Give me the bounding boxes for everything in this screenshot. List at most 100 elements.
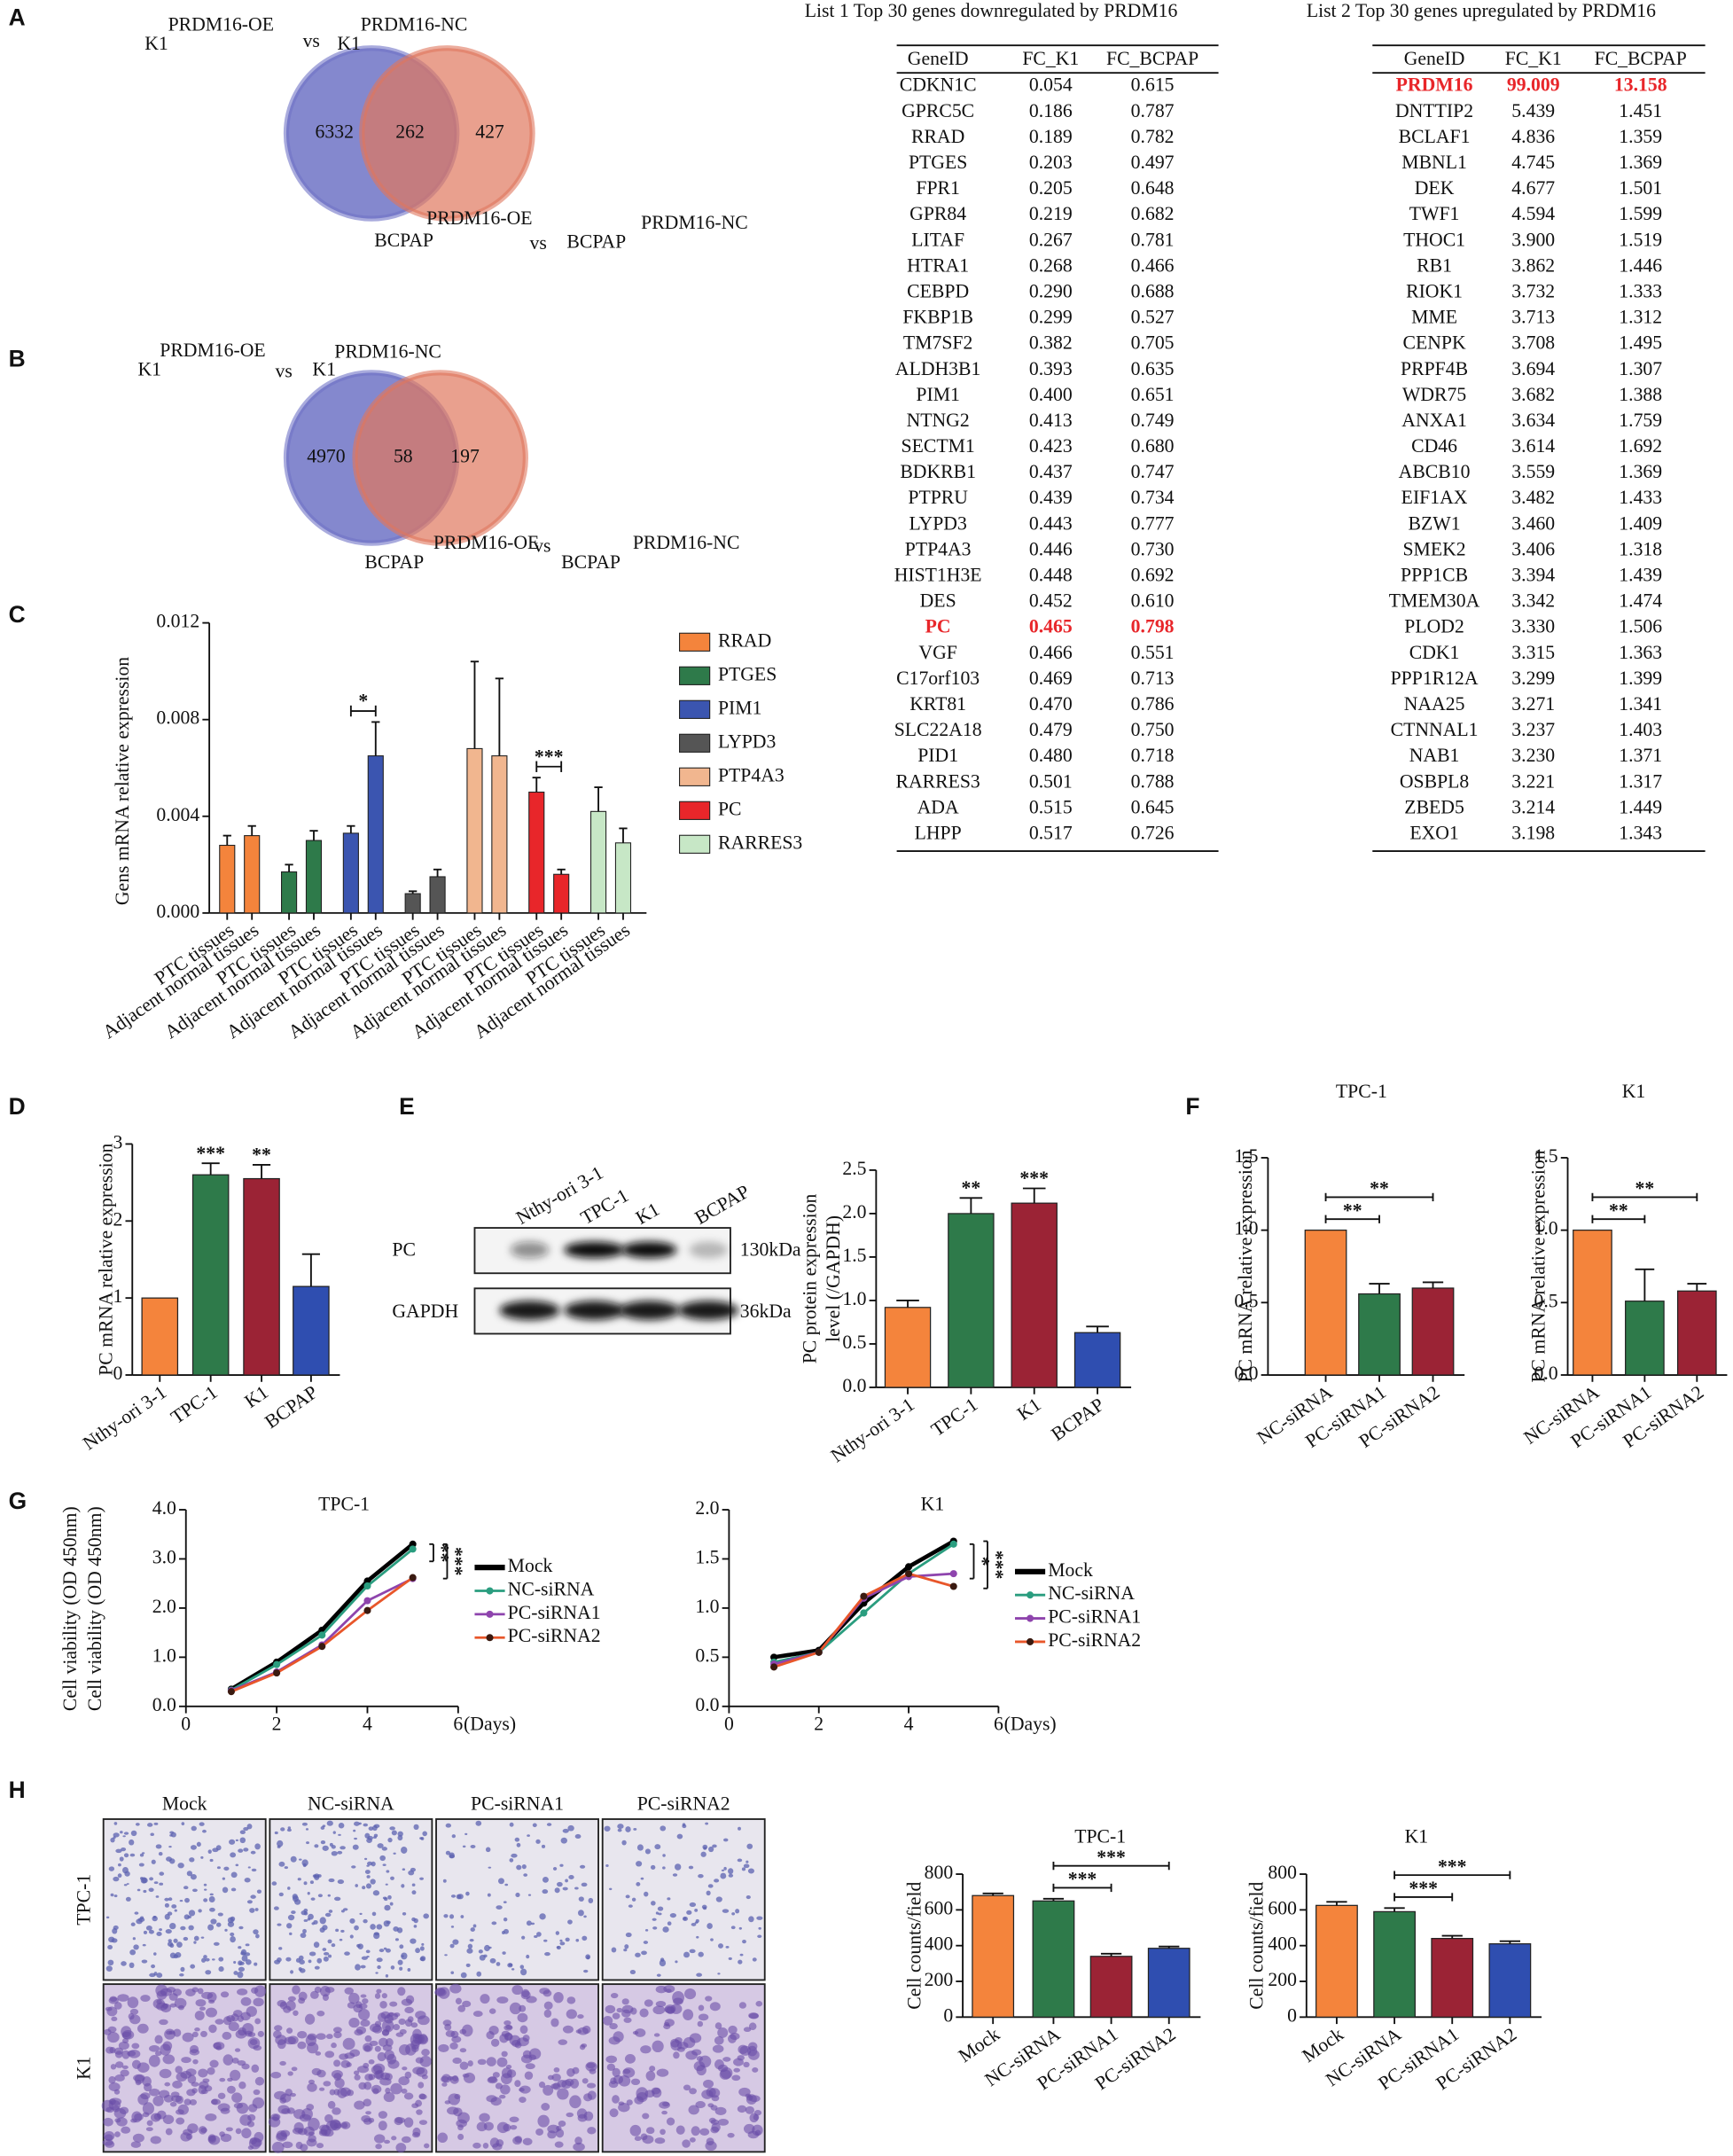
cell — [640, 2045, 652, 2054]
venn-label: vs — [529, 232, 546, 254]
cell — [669, 1912, 676, 1918]
cell — [320, 1826, 325, 1830]
cell — [254, 1962, 258, 1966]
table-cell: 1.692 — [1619, 435, 1662, 457]
cell — [189, 2044, 199, 2054]
cell — [650, 1864, 656, 1870]
cell — [496, 1996, 509, 2004]
cell — [649, 2066, 656, 2072]
table-cell: 0.267 — [1029, 229, 1073, 250]
cell — [636, 1861, 643, 1867]
cell — [278, 1947, 283, 1950]
cell — [322, 1948, 327, 1951]
cell — [143, 1889, 147, 1894]
table-cell: 0.680 — [1131, 435, 1175, 457]
cell — [558, 2039, 568, 2045]
cell — [464, 1832, 468, 1836]
x-axis-label: (Days) — [1004, 1714, 1057, 1735]
cell — [554, 2141, 564, 2148]
cell — [738, 2044, 748, 2055]
table-cell: SLC22A18 — [894, 719, 982, 740]
comparison-bracket: *** — [1393, 1878, 1454, 1902]
cell — [450, 1926, 455, 1928]
cell — [490, 2038, 500, 2047]
error-bar — [1635, 1268, 1655, 1301]
cell — [362, 1886, 366, 1890]
point — [363, 1606, 371, 1614]
bar — [1032, 1900, 1075, 2018]
error-bar — [433, 868, 442, 877]
x-tick-label: Nthy-ori 3-1 — [79, 1381, 170, 1454]
cell — [675, 1960, 678, 1964]
cell — [224, 1928, 228, 1932]
cell — [207, 1992, 217, 2003]
cell — [244, 1878, 251, 1883]
table-cell: ABCB10 — [1399, 461, 1471, 482]
cell — [175, 2066, 183, 2074]
cell — [139, 1916, 144, 1920]
cell — [542, 1876, 549, 1883]
cell — [291, 2066, 298, 2072]
panel-label: B — [9, 345, 26, 371]
y-tick-label: 0.0 — [1534, 1363, 1558, 1384]
cell — [453, 2107, 463, 2117]
cell — [558, 2121, 566, 2127]
cell — [715, 1896, 722, 1902]
table-cell: 3.634 — [1511, 410, 1555, 431]
error-bar — [1499, 1940, 1521, 1944]
table-cell: 0.423 — [1029, 435, 1073, 457]
table-cell: 0.501 — [1029, 770, 1073, 792]
cell — [169, 2101, 177, 2107]
cell — [694, 1908, 699, 1912]
y-axis-label: PC mRNA relative expression — [1527, 1150, 1549, 1382]
x-tick-label: 2 — [814, 1714, 824, 1735]
cell — [287, 2071, 293, 2076]
significance: ** — [1370, 1178, 1389, 1199]
cell — [169, 2003, 177, 2008]
cell — [628, 1904, 633, 1908]
band — [619, 1301, 680, 1320]
cell — [447, 2075, 454, 2081]
cell — [111, 1938, 118, 1943]
x-tick-label: 6 — [453, 1714, 463, 1735]
cell — [688, 2105, 699, 2115]
cell — [316, 2033, 326, 2040]
cell — [297, 1878, 301, 1881]
cell — [373, 1932, 379, 1936]
cell — [247, 2121, 255, 2128]
table-cell: 1.446 — [1619, 254, 1662, 276]
cell — [168, 1897, 173, 1902]
cell — [672, 1990, 685, 2004]
cell — [189, 1857, 195, 1863]
cell — [254, 1985, 267, 1997]
cell — [340, 1929, 345, 1933]
cell — [376, 1988, 382, 1994]
comparison-bracket: *** — [1052, 1869, 1112, 1893]
cell — [202, 2078, 210, 2083]
cell — [581, 2043, 588, 2048]
cell — [543, 1939, 548, 1942]
cell — [123, 1832, 129, 1835]
cell — [117, 1994, 129, 2002]
cell — [148, 1929, 154, 1934]
cell — [363, 1823, 369, 1827]
table-cell: 0.749 — [1131, 410, 1175, 431]
cell — [293, 2010, 299, 2016]
table-cell: 3.271 — [1511, 693, 1555, 715]
cell — [491, 1921, 497, 1926]
cell — [344, 2052, 355, 2059]
cell — [652, 2005, 666, 2015]
comparison-bracket: ** — [1324, 1199, 1380, 1223]
cell — [247, 2037, 261, 2050]
cell — [378, 2121, 387, 2131]
venn-label: K1 — [144, 33, 168, 54]
cell — [184, 1897, 190, 1903]
y-tick-label: 1 — [113, 1285, 123, 1307]
cell — [315, 2051, 322, 2056]
cell — [630, 2007, 637, 2015]
error-bar — [285, 863, 293, 872]
bar — [243, 1177, 280, 1376]
cell — [424, 2143, 430, 2149]
cell — [496, 2057, 508, 2067]
legend-label: PC-siRNA1 — [1048, 1606, 1141, 1628]
